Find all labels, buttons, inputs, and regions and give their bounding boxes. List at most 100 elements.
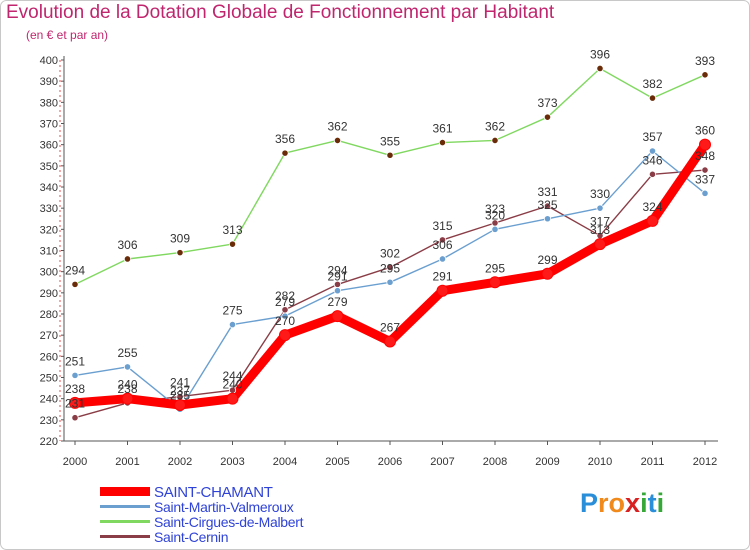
legend-label: Saint-Cirgues-de-Malbert [154,514,304,530]
data-label-saint-martin-valmeroux: 325 [537,198,557,212]
x-tick-label: 2009 [535,456,559,468]
data-label-saint-cernin: 348 [695,149,715,163]
data-point-saint-martin-valmeroux [71,371,79,379]
y-tick-label: 310 [40,246,58,258]
data-label-saint-martin-valmeroux: 275 [222,304,242,318]
data-point-saint-chamant [69,396,81,409]
x-tick-label: 2002 [168,456,192,468]
data-label-saint-cernin: 331 [537,185,557,199]
data-label-saint-cirgues-de-malbert: 396 [590,47,610,61]
data-label-saint-chamant: 270 [275,314,295,328]
logo-letter: i [640,488,648,518]
y-tick-label: 370 [40,119,58,131]
data-label-saint-cirgues-de-malbert: 393 [695,54,715,68]
data-label-saint-chamant: 360 [695,124,715,138]
data-label-saint-martin-valmeroux: 291 [327,270,347,284]
data-label-saint-martin-valmeroux: 235 [170,388,190,402]
data-point-saint-cirgues-de-malbert [281,149,289,157]
data-point-saint-cirgues-de-malbert [228,240,237,248]
y-tick-label: 350 [40,161,58,173]
data-point-saint-chamant [226,392,239,405]
data-label-saint-martin-valmeroux: 251 [65,354,85,368]
legend-label: SAINT-CHAMANT [154,484,273,501]
data-label-saint-cirgues-de-malbert: 306 [117,238,137,252]
y-tick-label: 330 [40,203,58,215]
data-label-saint-cirgues-de-malbert: 362 [327,119,347,133]
data-label-saint-cirgues-de-malbert: 294 [65,263,85,277]
legend-swatch [100,535,150,538]
data-label-saint-cernin: 231 [65,397,85,411]
data-label-saint-martin-valmeroux: 255 [117,346,137,360]
x-tick-label: 2006 [378,456,402,468]
data-label-saint-chamant: 279 [327,295,347,309]
data-point-saint-cirgues-de-malbert [596,64,604,73]
page-title: Evolution de la Dotation Globale de Fonc… [6,2,555,23]
legend-swatch [100,520,150,523]
data-label-saint-cernin: 302 [380,246,400,260]
y-tick-label: 220 [40,436,58,448]
data-label-saint-martin-valmeroux: 306 [432,238,452,252]
data-label-saint-martin-valmeroux: 357 [642,130,662,144]
logo-letter: x [625,488,641,518]
data-point-saint-cirgues-de-malbert [386,151,394,159]
data-point-saint-martin-valmeroux [543,215,552,223]
data-point-saint-chamant [279,329,291,342]
data-point-saint-martin-valmeroux [438,255,447,263]
data-point-saint-martin-valmeroux [123,363,132,371]
data-label-saint-cernin: 282 [275,289,295,303]
data-point-saint-cirgues-de-malbert [701,71,709,79]
legend-label: Saint-Martin-Valmeroux [154,499,294,515]
data-label-saint-chamant: 240 [117,378,137,392]
data-label-saint-cirgues-de-malbert: 362 [485,119,505,133]
data-point-saint-martin-valmeroux [701,189,709,197]
data-label-saint-cirgues-de-malbert: 373 [537,96,557,110]
x-tick-label: 2005 [325,456,349,468]
y-tick-label: 280 [40,309,58,321]
data-point-saint-chamant [541,267,554,280]
data-label-saint-martin-valmeroux: 279 [275,295,295,309]
legend-swatch [100,505,150,508]
proxiti-logo[interactable]: Proxiti [580,488,664,519]
x-tick-label: 2007 [430,456,454,468]
y-tick-label: 300 [40,267,58,279]
data-point-saint-martin-valmeroux [596,204,604,212]
data-point-saint-martin-valmeroux [386,278,394,286]
y-tick-label: 260 [40,351,58,363]
logo-letter: t [647,488,657,518]
data-label-saint-martin-valmeroux: 320 [485,208,505,222]
x-tick-label: 2000 [63,456,87,468]
data-label-saint-chamant: 295 [485,261,505,275]
data-label-saint-cirgues-de-malbert: 309 [170,232,190,246]
data-point-saint-chamant [699,138,711,151]
y-tick-label: 270 [40,330,58,342]
data-label-saint-chamant: 324 [642,200,662,214]
data-point-saint-cernin [648,170,657,178]
data-point-saint-cernin [438,236,447,244]
data-label-saint-cirgues-de-malbert: 313 [222,223,242,237]
y-tick-label: 390 [40,76,58,88]
y-tick-label: 360 [40,140,58,152]
data-label-saint-martin-valmeroux: 330 [590,187,610,201]
data-point-saint-chamant [489,276,501,289]
y-tick-label: 400 [40,55,58,67]
y-tick-label: 340 [40,182,58,194]
axes: 220 230 240 250 260 270 280 290 300 310 320 330 340 3… [40,55,718,468]
data-point-saint-chamant [174,399,186,412]
x-tick-label: 2012 [693,456,717,468]
data-label-saint-cirgues-de-malbert: 355 [380,134,400,148]
data-point-saint-cernin [543,202,552,210]
data-label-saint-chamant: 267 [380,321,400,335]
logo-letter: i [656,488,665,518]
x-tick-label: 2010 [588,456,612,468]
data-label-saint-cernin: 323 [485,202,505,216]
data-label-saint-cernin: 317 [590,215,610,229]
data-label-saint-cirgues-de-malbert: 356 [275,132,295,146]
data-point-saint-martin-valmeroux [648,147,657,155]
data-label-saint-cernin: 315 [432,219,452,233]
data-point-saint-chamant [436,284,449,297]
x-tick-label: 2004 [273,456,297,468]
legend-swatch [100,487,150,496]
data-point-saint-chamant [384,335,396,348]
